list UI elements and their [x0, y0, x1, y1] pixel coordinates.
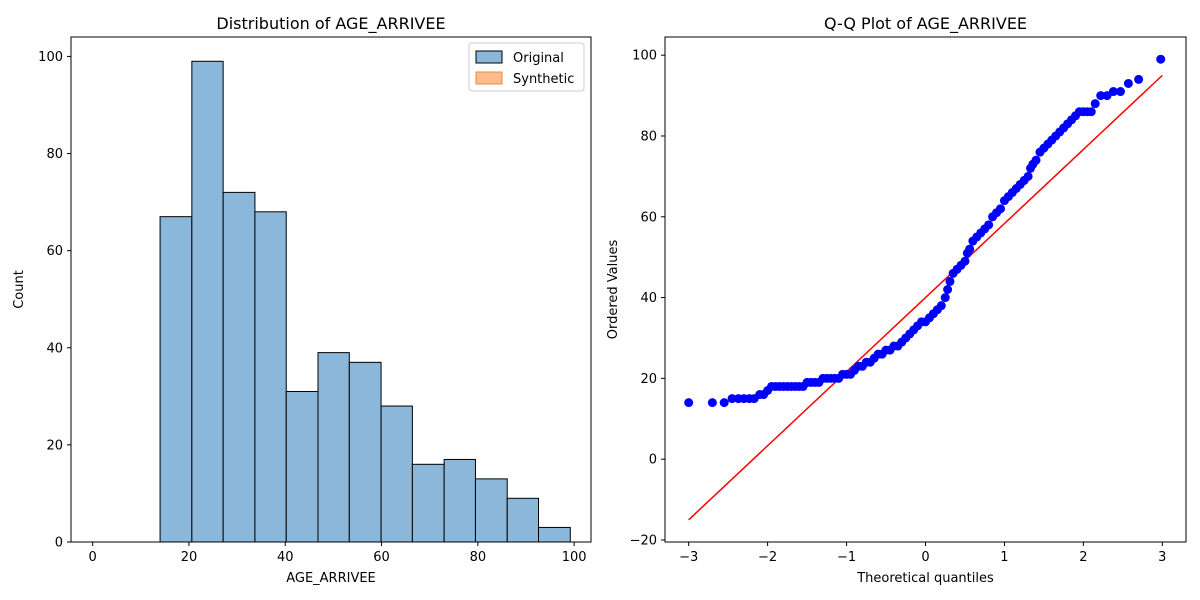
y-tick-label: 40 [46, 341, 63, 356]
y-tick-label: 0 [649, 453, 657, 468]
legend-swatch-1 [475, 50, 503, 64]
x-tick-label: 0 [921, 550, 929, 565]
qq-point [727, 394, 737, 404]
histogram-bar [317, 352, 350, 543]
histogram-bar [443, 458, 476, 543]
y-axis-label: Ordered Values [606, 240, 621, 340]
qq-point [1086, 107, 1096, 117]
histogram-bar [191, 60, 224, 543]
histogram-bar [254, 211, 287, 543]
qq-point [1096, 91, 1106, 101]
x-axis-label: AGE_ARRIVEE [286, 571, 376, 586]
x-axis-label: Theoretical quantiles [856, 571, 994, 586]
y-tick-label: 20 [640, 372, 657, 387]
y-tick-label: 100 [38, 50, 63, 65]
axes-frame [664, 36, 1187, 543]
histogram-bar [159, 216, 193, 543]
x-tick-label: 40 [277, 550, 294, 565]
x-tick-label: −3 [679, 550, 698, 565]
qq-point [936, 301, 946, 311]
qq-point [1031, 155, 1041, 165]
y-tick-label: 80 [46, 147, 63, 162]
x-tick-label: 20 [181, 550, 198, 565]
qq-point [1123, 78, 1133, 88]
x-tick-label: 3 [1158, 550, 1166, 565]
histogram-bar [348, 361, 382, 543]
x-tick-label: 80 [470, 550, 487, 565]
axes-frame [70, 36, 592, 543]
qq-point [1115, 87, 1125, 97]
qq-point [945, 276, 955, 286]
y-tick-label: 100 [632, 49, 657, 64]
qq-point [719, 398, 729, 408]
legend-label-1: Original [513, 51, 564, 66]
y-tick-label: 40 [640, 291, 657, 306]
y-tick-label: 80 [640, 129, 657, 144]
x-tick-label: 1 [1000, 550, 1008, 565]
qq-point [684, 398, 694, 408]
histogram-bar [538, 526, 571, 543]
x-tick-label: 2 [1079, 550, 1087, 565]
qq-point [1023, 171, 1033, 181]
y-tick-label: 60 [640, 210, 657, 225]
qq-point [1090, 99, 1100, 109]
x-tick-label: 60 [373, 550, 390, 565]
histogram-bar [380, 405, 413, 543]
qq-point [943, 285, 953, 294]
histogram-bar [411, 463, 445, 543]
qq-point [940, 293, 950, 303]
qq-point [965, 244, 975, 254]
qq-reference-line [688, 74, 1163, 521]
legend-swatch-2 [475, 71, 503, 85]
qq-point [984, 220, 994, 230]
y-tick-label: 20 [46, 438, 63, 453]
qq-point [1156, 54, 1166, 64]
y-tick-label: −20 [630, 533, 657, 548]
x-tick-label: 0 [89, 550, 97, 565]
x-tick-label: 100 [562, 550, 587, 565]
chart-title-2: Q-Q Plot of AGE_ARRIVEE [824, 14, 1027, 34]
qq-point [707, 398, 717, 408]
legend-label-2: Synthetic [513, 72, 574, 87]
chart-title-1: Distribution of AGE_ARRIVEE [216, 14, 445, 34]
y-axis-label: Count [12, 270, 27, 309]
x-tick-label: −2 [758, 550, 777, 565]
x-tick-label: −1 [837, 550, 856, 565]
y-tick-label: 60 [46, 244, 63, 259]
qq-point [1134, 74, 1144, 84]
qq-point [995, 204, 1005, 214]
qq-point [960, 256, 970, 266]
qq-point [1108, 87, 1118, 97]
histogram-bar [285, 390, 319, 543]
y-tick-label: 0 [55, 536, 63, 551]
histogram-bar [474, 478, 508, 543]
histogram-bar [506, 497, 540, 543]
histogram-bar [222, 191, 256, 543]
